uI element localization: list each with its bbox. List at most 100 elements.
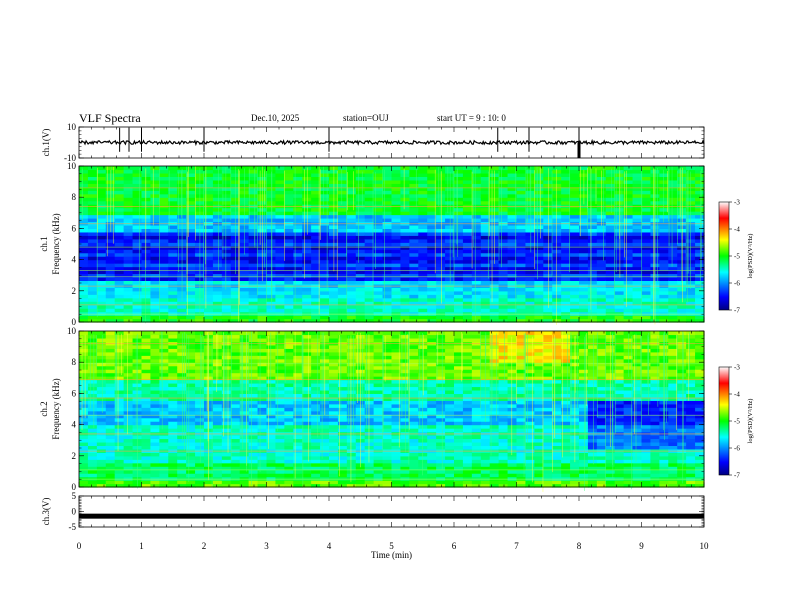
ch1-spectrogram-cell	[462, 190, 473, 195]
ch1-spectrogram-cell	[552, 290, 562, 295]
ch1-spectrogram-cell	[632, 166, 643, 171]
ch1-spectrogram-cell	[543, 294, 553, 299]
ch1-spectrogram-cell	[570, 315, 580, 320]
ch1-spectrogram-cell	[641, 172, 652, 177]
ch1-spectrogram-cell	[454, 186, 464, 191]
ch1-spectrogram-cell	[498, 249, 509, 254]
ch1-spectrogram-cell	[534, 301, 544, 306]
ch1-spectrogram-cell	[96, 228, 107, 233]
ch1-spectrogram-cell	[311, 231, 321, 236]
ch1-spectrogram-cell	[471, 266, 482, 271]
ch2-spectrogram-cell	[391, 483, 402, 488]
ch1-spectrogram-cell	[507, 256, 518, 261]
ch2-spectrogram-cell	[248, 424, 259, 429]
ch1-spectrogram-cell	[150, 318, 160, 323]
ch1-spectrogram-cell	[168, 235, 178, 240]
ch1-spectrogram-cell	[320, 301, 330, 306]
ch2-spectrogram-cell	[382, 389, 393, 394]
ch2-spectrogram-cell	[186, 473, 196, 478]
ch2-spectrogram-cell	[302, 396, 312, 401]
ch2-spectrogram-cell	[159, 441, 169, 446]
ch2-spectrogram-cell	[230, 462, 241, 467]
ch1-spectrogram-cell	[418, 290, 428, 295]
ch1-spectrogram-cell	[159, 252, 169, 257]
ch2-spectrogram-cell	[311, 424, 321, 429]
ch1-spectrogram-cell	[641, 193, 652, 198]
ch2-spectrogram-cell	[177, 400, 187, 405]
ch1-spectrogram-cell	[695, 211, 705, 216]
ch1-spectrogram-cell	[686, 311, 696, 316]
ch2-spectrogram-cell	[364, 462, 375, 467]
ch1-spectrogram-cell	[248, 238, 259, 243]
ch1-spectrogram-cell	[284, 235, 294, 240]
ch2-spectrogram-cell	[364, 476, 375, 481]
ch1-spectrogram-cell	[400, 245, 410, 250]
ch2-spectrogram-cell	[248, 362, 259, 367]
ch1-spectrogram-cell	[677, 238, 687, 243]
ch1-spectrogram-cell	[480, 242, 491, 247]
ch2-spectrogram-cell	[159, 417, 169, 422]
ch1-spectrogram-cell	[132, 315, 143, 320]
ch1-spectrogram-cell	[409, 266, 419, 271]
ch1-spectrogram-cell	[695, 231, 705, 236]
ch1-spectrogram-cell	[391, 252, 402, 257]
ch2-spectrogram-cell	[311, 455, 321, 460]
ch1-spectrogram-cell	[373, 270, 384, 275]
ch1-spectrogram-cell	[257, 290, 268, 295]
ch2-spectrogram-cell	[257, 445, 268, 450]
ch1-spectrogram-cell	[284, 259, 294, 264]
ch2-spectrogram-cell	[212, 417, 223, 422]
ch2-spectrogram-cell	[355, 480, 366, 485]
ch2-spectrogram-cell	[195, 396, 205, 401]
ch2-spectrogram-cell	[364, 480, 375, 485]
ch2-spectrogram-cell	[320, 421, 330, 426]
ch1-spectrogram-cell	[239, 266, 250, 271]
ch1-spectrogram-cell	[436, 190, 446, 195]
ch2-spectrogram-cell	[177, 351, 187, 356]
ch1-spectrogram-cell	[552, 252, 562, 257]
ch1-spectrogram-cell	[471, 176, 482, 181]
ch1-spectrogram-cell	[695, 176, 705, 181]
ch1-spectrogram-cell	[284, 166, 294, 171]
ch1-spectrogram-cell	[132, 207, 143, 212]
ch2-spectrogram-cell	[302, 452, 312, 457]
ch1-spectrogram-cell	[436, 270, 446, 275]
ch1-spectrogram-cell	[355, 297, 366, 302]
ch1-spectrogram-cell	[337, 297, 348, 302]
ch2-spectrogram-cell	[123, 438, 134, 443]
ch1-spectrogram-cell	[186, 273, 196, 278]
ch1-spectrogram-cell	[79, 297, 89, 302]
ch2-spectrogram-cell	[382, 369, 393, 374]
ch1-spectrogram-cell	[454, 290, 464, 295]
ch2-spectrogram-cell	[320, 476, 330, 481]
ch1-spectrogram-cell	[605, 186, 616, 191]
ch2-spectrogram-cell	[391, 365, 402, 370]
ch1-spectrogram-cell	[445, 193, 455, 198]
ch1-spectrogram-cell	[561, 256, 571, 261]
ch1-spectrogram-cell	[668, 176, 678, 181]
ch1-spectrogram-cell	[391, 224, 402, 229]
ch2-spectrogram-cell	[105, 469, 116, 474]
ch1-spectrogram-cell	[204, 270, 214, 275]
ch1-spectrogram-cell	[239, 304, 250, 309]
ch1-spectrogram-cell	[266, 166, 277, 171]
ch1-spectrogram-cell	[96, 242, 107, 247]
ch1-spectrogram-cell	[534, 276, 544, 281]
ch2-spectrogram-cell	[114, 414, 125, 419]
ch1-spectrogram-cell	[471, 287, 482, 292]
ch1-spectrogram-cell	[212, 218, 223, 223]
ch2-spectrogram-cell	[302, 386, 312, 391]
ch2-spectrogram-cell	[79, 362, 89, 367]
ch2-spectrogram-cell	[373, 369, 384, 374]
ch2-spectrogram-cell	[320, 441, 330, 446]
ch1-spectrogram-cell	[409, 290, 419, 295]
ch1-spectrogram-cell	[534, 228, 544, 233]
ch1-spectrogram-cell	[525, 249, 535, 254]
ch1-spectrogram-cell	[409, 256, 419, 261]
ch1-spectrogram-cell	[454, 176, 464, 181]
ch1-spectrogram-cell	[462, 214, 473, 219]
ch1-spectrogram-cell	[96, 270, 107, 275]
ch1-spectrogram-cell	[668, 183, 678, 188]
ch1-spectrogram-cell	[525, 294, 535, 299]
ch1-spectrogram-cell	[346, 311, 357, 316]
